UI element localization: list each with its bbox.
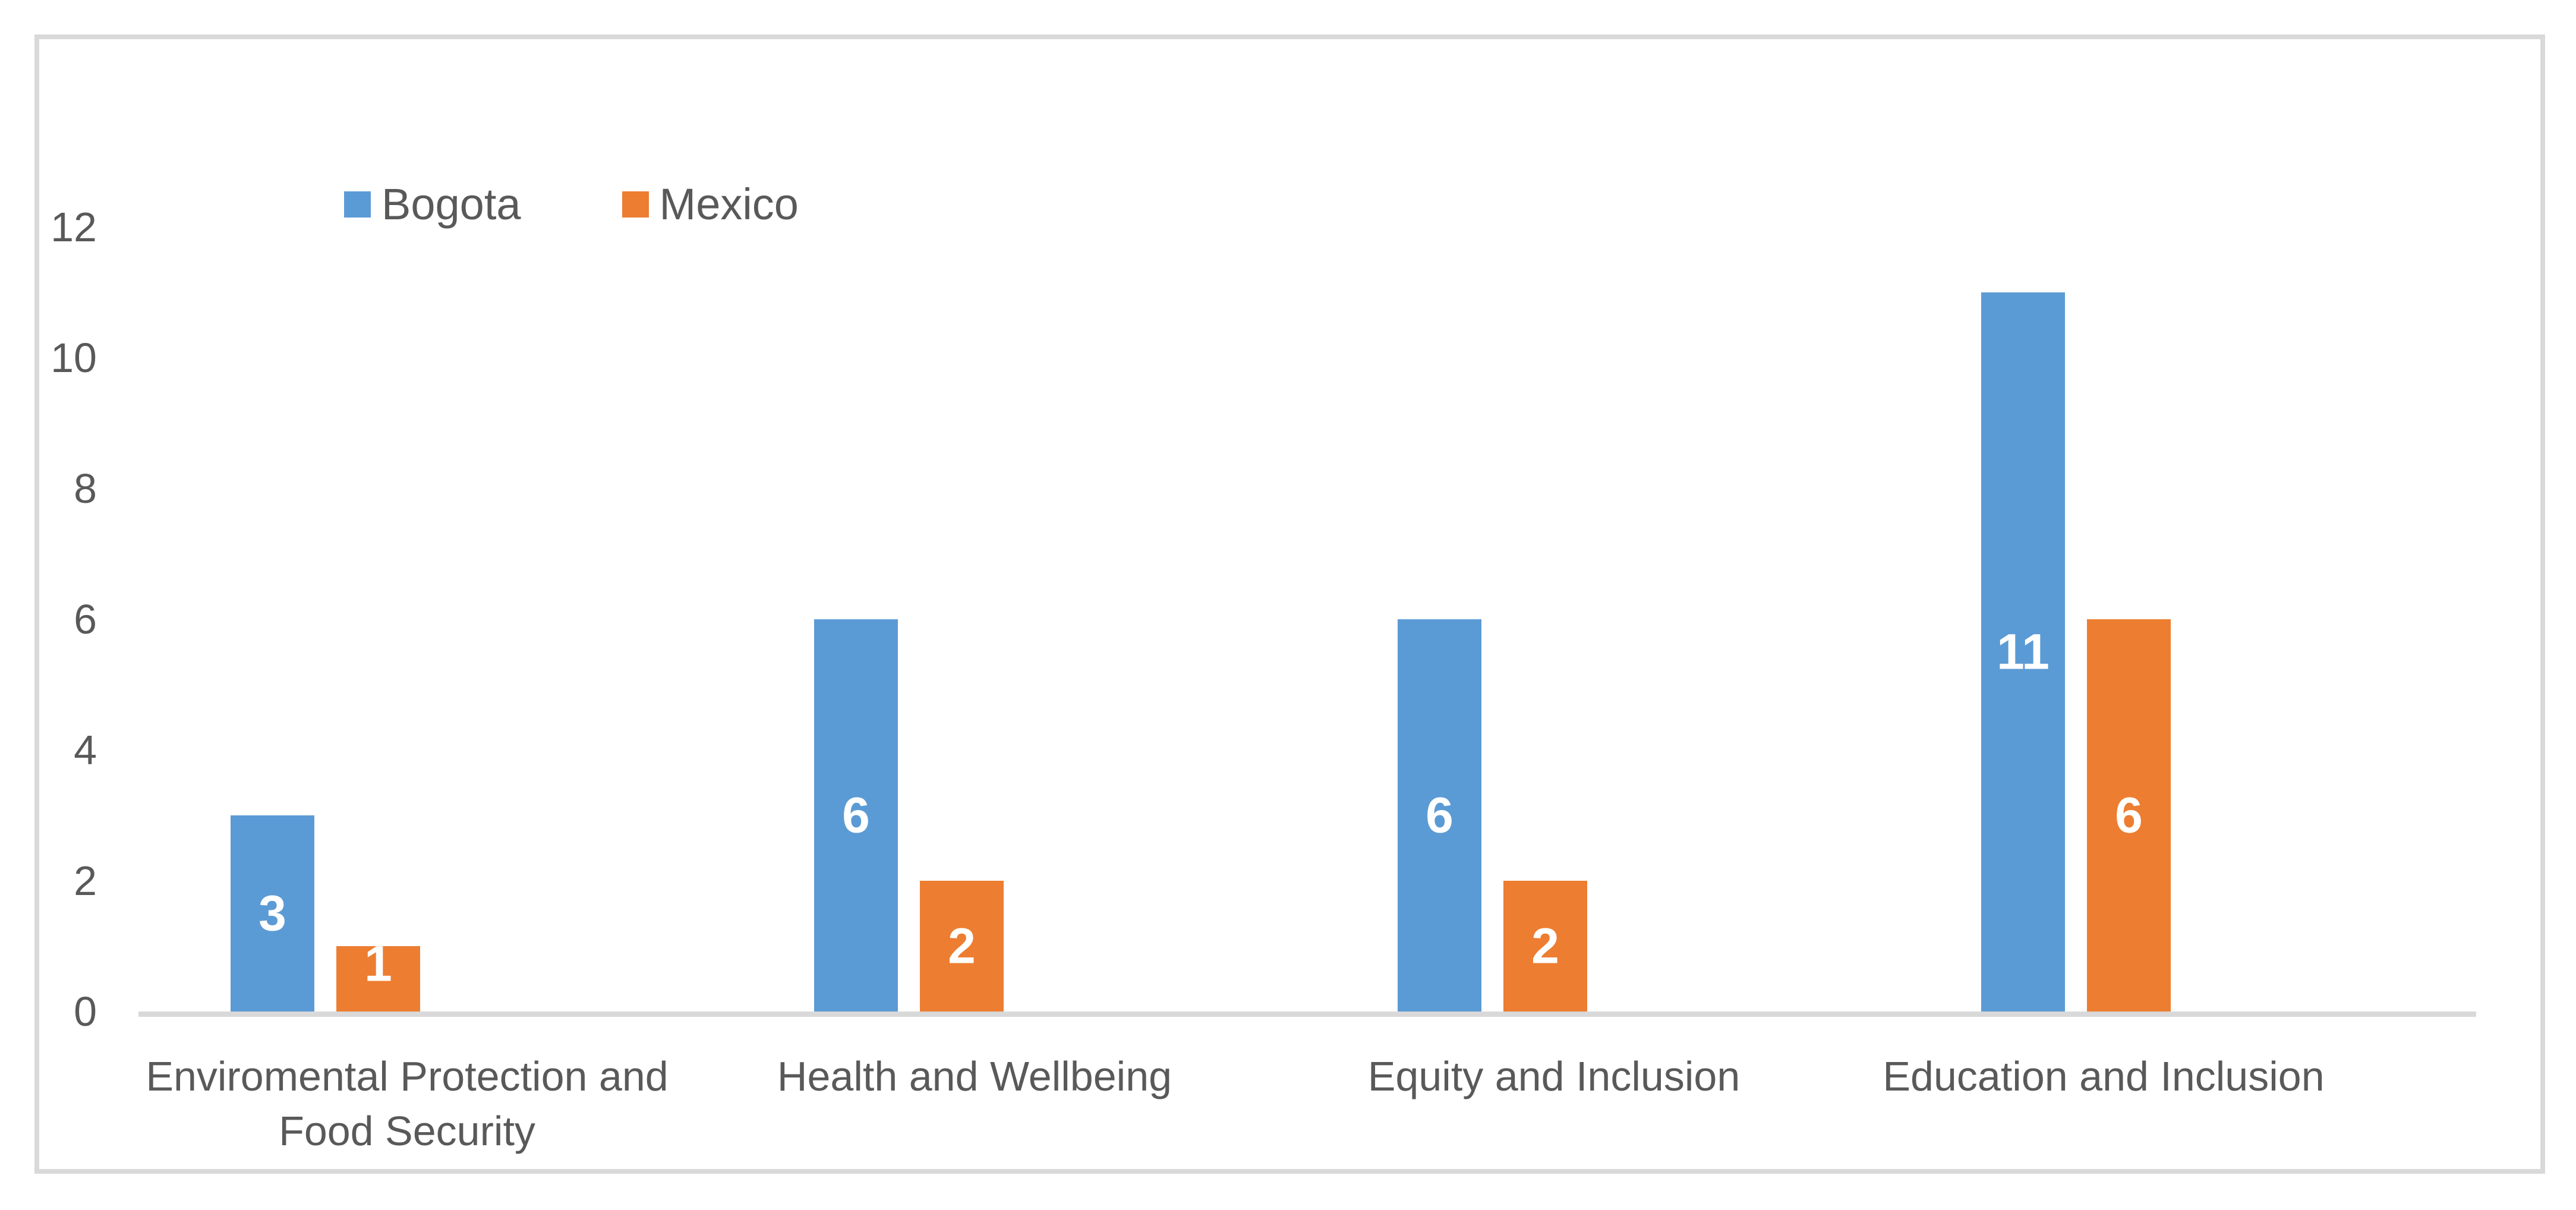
data-label-mexico-category-4: 6 [2115, 787, 2143, 843]
bar-bogota-category-1 [231, 815, 314, 1012]
y-tick-label-4: 4 [74, 727, 97, 773]
data-label-bogota-category-4: 11 [1997, 623, 2050, 680]
data-label-bogota-category-1: 3 [258, 885, 286, 941]
data-label-bogota-category-3: 6 [1426, 787, 1453, 843]
legend-label-mexico: Mexico [659, 179, 799, 229]
y-tick-label-8: 8 [74, 465, 97, 512]
legend-swatch-mexico [622, 191, 649, 218]
data-label-mexico-category-2: 2 [948, 918, 976, 974]
legend-item-mexico: Mexico [622, 179, 799, 229]
bar-mexico-category-3 [1503, 881, 1587, 1012]
bar-bogota-category-4 [1981, 292, 2065, 1012]
bar-mexico-category-4 [2087, 619, 2171, 1012]
data-label-mexico-category-3: 2 [1531, 918, 1559, 974]
x-axis-line [138, 1012, 2476, 1017]
category-label-4: Education and Inclusion [1883, 1053, 2325, 1099]
legend-label-bogota: Bogota [381, 179, 521, 229]
y-tick-label-2: 2 [74, 858, 97, 904]
legend-item-bogota: Bogota [344, 179, 521, 229]
legend-swatch-bogota [344, 191, 371, 218]
y-tick-label-6: 6 [74, 596, 97, 642]
y-tick-label-10: 10 [51, 335, 97, 381]
category-label-3: Equity and Inclusion [1367, 1053, 1741, 1099]
bar-mexico-category-1 [336, 946, 420, 1012]
y-tick-label-0: 0 [74, 988, 97, 1035]
category-label-1: Enviromental Protection and Food Securit… [146, 1053, 669, 1154]
bar-bogota-category-2 [814, 619, 898, 1012]
bar-bogota-category-3 [1398, 619, 1481, 1012]
legend: Bogota Mexico [344, 179, 799, 229]
bar-mexico-category-2 [920, 881, 1004, 1012]
data-label-mexico-category-1: 1 [364, 935, 392, 992]
y-tick-label-12: 12 [51, 204, 97, 250]
data-label-bogota-category-2: 6 [842, 787, 870, 843]
category-label-2: Health and Wellbeing [777, 1053, 1172, 1099]
